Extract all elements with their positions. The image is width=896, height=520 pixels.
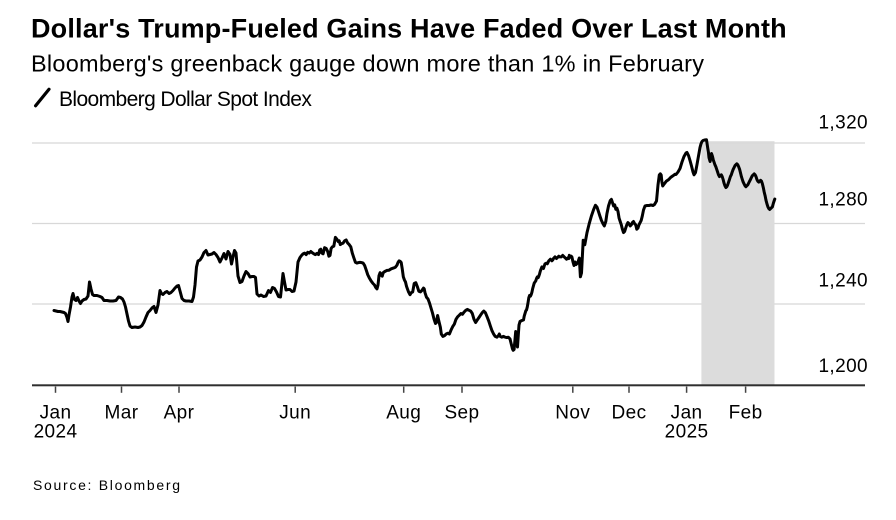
svg-text:Source: Bloomberg: Source: Bloomberg — [33, 477, 182, 493]
svg-text:Sep: Sep — [444, 403, 479, 424]
svg-text:1,240: 1,240 — [818, 271, 868, 292]
svg-text:Mar: Mar — [105, 403, 139, 424]
svg-text:1,280: 1,280 — [818, 190, 868, 211]
svg-text:Nov: Nov — [555, 403, 590, 424]
svg-text:Jan: Jan — [671, 403, 703, 424]
svg-text:Dec: Dec — [612, 403, 647, 424]
svg-text:Dollar's Trump-Fueled Gains Ha: Dollar's Trump-Fueled Gains Have Faded O… — [31, 13, 787, 43]
svg-text:Bloomberg's greenback gauge do: Bloomberg's greenback gauge down more th… — [31, 51, 704, 77]
svg-text:1,320: 1,320 — [818, 112, 868, 133]
svg-text:Aug: Aug — [386, 403, 421, 424]
svg-text:Jan: Jan — [40, 403, 72, 424]
svg-text:2024: 2024 — [34, 421, 78, 442]
svg-text:1,200: 1,200 — [818, 356, 868, 377]
svg-text:2025: 2025 — [665, 421, 709, 442]
svg-text:Bloomberg Dollar Spot Index: Bloomberg Dollar Spot Index — [59, 88, 312, 111]
svg-text:Jun: Jun — [279, 403, 311, 424]
svg-text:Feb: Feb — [729, 403, 763, 424]
svg-text:Apr: Apr — [164, 403, 195, 424]
